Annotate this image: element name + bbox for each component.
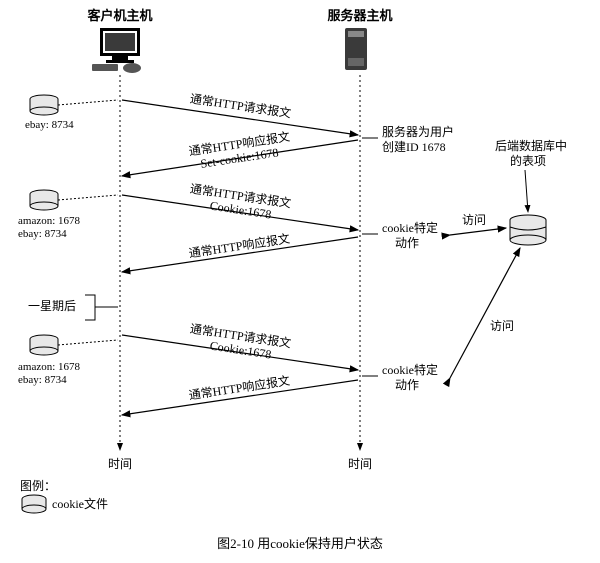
figure-caption: 图2-10 用cookie保持用户状态 xyxy=(217,536,383,551)
cookie-file-icon xyxy=(30,95,58,115)
message-label-1: 通常HTTP请求报文 xyxy=(189,91,292,121)
server-event-1-line2: 创建ID 1678 xyxy=(382,140,446,154)
cookie-label-3-line2: ebay: 8734 xyxy=(18,374,67,386)
server-event-3-line1: cookie特定 xyxy=(382,362,438,377)
access-arrow-1 xyxy=(450,228,506,235)
access-label-1: 访问 xyxy=(462,213,486,227)
backend-label-line1: 后端数据库中 xyxy=(495,138,567,153)
server-event-3-line2: 动作 xyxy=(395,378,419,392)
cookie-connector-1 xyxy=(58,100,118,105)
cookie-label-1: ebay: 8734 xyxy=(25,119,74,131)
client-computer-icon xyxy=(92,28,141,73)
backend-label-line2: 的表项 xyxy=(510,153,546,168)
cookie-connector-3 xyxy=(58,340,118,345)
cookie-label-2-line1: amazon: 1678 xyxy=(18,215,81,227)
legend-cookie-icon xyxy=(22,495,46,513)
legend-title: 图例： xyxy=(20,479,56,493)
cookie-file-icon xyxy=(30,335,58,355)
week-later-label: 一星期后 xyxy=(28,299,76,313)
cookie-label-3-line1: amazon: 1678 xyxy=(18,361,81,373)
backend-pointer xyxy=(525,170,528,212)
cookie-connector-2 xyxy=(58,195,118,200)
access-label-2: 访问 xyxy=(490,319,514,333)
week-later-bracket xyxy=(85,295,118,320)
message-label-4: 通常HTTP响应报文 xyxy=(188,231,291,261)
server-header: 服务器主机 xyxy=(327,8,392,23)
server-tower-icon xyxy=(345,28,367,70)
cookie-file-icon xyxy=(30,190,58,210)
legend-item-label: cookie文件 xyxy=(52,496,108,511)
time-label-client: 时间 xyxy=(108,457,132,471)
server-event-1-line1: 服务器为用户 xyxy=(382,124,454,139)
cookie-label-2-line2: ebay: 8734 xyxy=(18,228,67,240)
access-arrow-2 xyxy=(450,248,520,378)
time-label-server: 时间 xyxy=(348,457,372,471)
server-event-2-line2: 动作 xyxy=(395,236,419,250)
database-icon xyxy=(510,215,546,245)
server-event-2-line1: cookie特定 xyxy=(382,220,438,235)
client-header: 客户机主机 xyxy=(87,8,152,23)
